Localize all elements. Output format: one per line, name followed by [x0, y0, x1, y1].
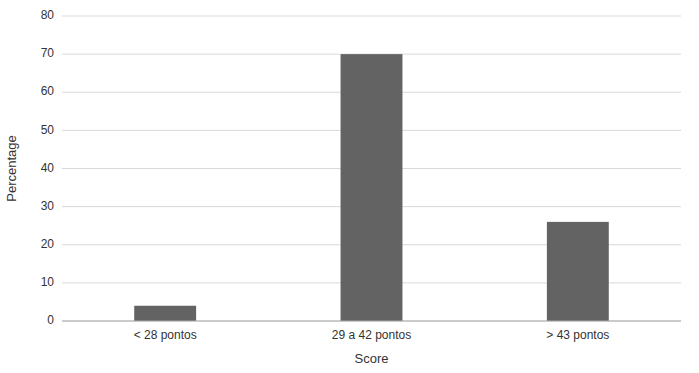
- y-tick-label: 30: [41, 199, 55, 213]
- grid-line: [62, 16, 681, 17]
- x-axis-title: Score: [355, 351, 389, 366]
- bar: [547, 222, 609, 321]
- y-grid: [62, 16, 681, 321]
- grid-line: [62, 321, 681, 322]
- bars: [134, 54, 609, 321]
- y-axis-title: Percentage: [4, 135, 19, 202]
- x-tick-label: < 28 pontos: [134, 328, 197, 342]
- bar: [341, 54, 403, 321]
- chart-svg: 0 10 20 30 40 50 60 70 80 < 28 pontos 29 a 42 pont…: [0, 0, 699, 373]
- bar: [134, 306, 196, 321]
- y-tick-label: 80: [41, 8, 55, 22]
- x-tick-label: 29 a 42 pontos: [332, 328, 411, 342]
- y-tick-label: 50: [41, 123, 55, 137]
- y-tick-label: 10: [41, 275, 55, 289]
- y-tick-label: 70: [41, 46, 55, 60]
- y-tick-label: 40: [41, 161, 55, 175]
- y-tick-label: 0: [47, 313, 54, 327]
- y-tick-label: 20: [41, 237, 55, 251]
- chart-container: 0 10 20 30 40 50 60 70 80 < 28 pontos 29 a 42 pont…: [0, 0, 699, 373]
- x-axis-line: [62, 321, 681, 322]
- x-tick-label: > 43 pontos: [546, 328, 609, 342]
- y-tick-label: 60: [41, 84, 55, 98]
